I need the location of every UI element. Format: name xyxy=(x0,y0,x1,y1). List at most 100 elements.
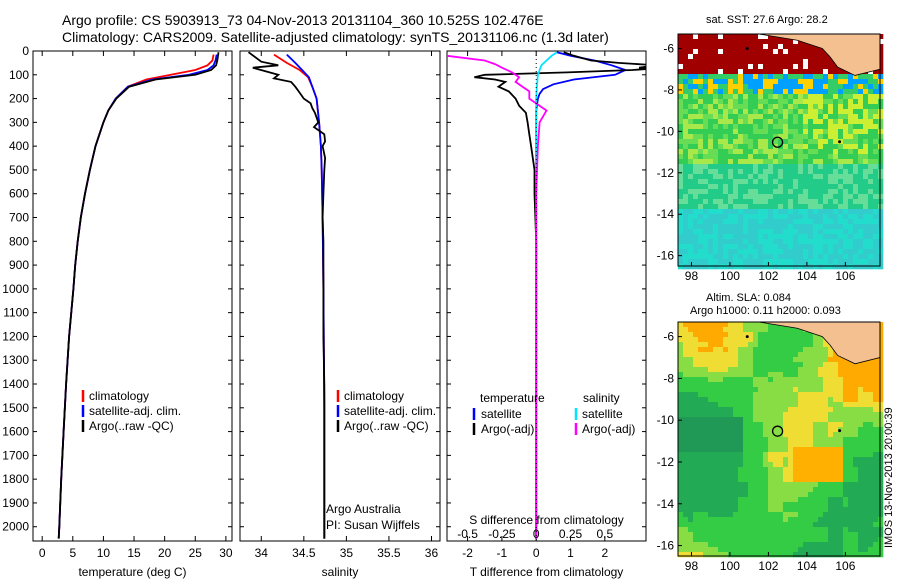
salinity-diff-tick-label: 0 xyxy=(533,527,540,541)
depth-tick-label: 800 xyxy=(9,234,29,248)
sst-map-ytick-label: -12 xyxy=(657,166,675,180)
depth-tick-label: 1700 xyxy=(2,448,29,462)
depth-tick-label: 300 xyxy=(9,115,29,129)
sst-map-xtick-label: 104 xyxy=(797,269,817,283)
legend-entry: Argo(-adj) xyxy=(582,422,635,436)
legend-entry: satellite xyxy=(582,407,623,421)
salinity-xtick-label: 35 xyxy=(340,546,354,560)
salinity-axes-frame xyxy=(239,50,441,542)
series-argo-raw-qc- xyxy=(247,51,327,539)
depth-tick-label: 1600 xyxy=(2,425,29,439)
sst-map-frame xyxy=(677,33,881,267)
temperature-xtick-label: 30 xyxy=(219,546,233,560)
sla-map-xtick-label: 98 xyxy=(685,559,699,573)
legend-entry: climatology xyxy=(344,389,404,403)
sst-map-ytick-label: -10 xyxy=(657,124,675,138)
sla-map-ytick-label: -10 xyxy=(657,413,675,427)
legend-entry: Argo(..raw -QC) xyxy=(89,419,174,433)
depth-tick-label: 1000 xyxy=(2,282,29,296)
series-s-argo-adj- xyxy=(447,54,548,539)
temperature-xtick-label: 20 xyxy=(158,546,172,560)
temperature-xlabel: temperature (deg C) xyxy=(78,565,186,579)
difference-xtick-label: -1 xyxy=(497,546,508,560)
sst-map-ytick-label: -16 xyxy=(657,249,675,263)
sst-map-xtick-label: 100 xyxy=(720,269,740,283)
difference-xtick-label: 1 xyxy=(567,546,574,560)
salinity-xtick-label: 34.5 xyxy=(292,546,316,560)
sla-map-ytick-label: -14 xyxy=(657,497,675,511)
depth-tick-label: 1100 xyxy=(3,306,29,320)
legend-entry: satellite-adj. clim. xyxy=(344,404,436,418)
sla-map-ytick-label: -16 xyxy=(657,539,675,553)
series-t-argo-adj- xyxy=(474,51,646,539)
annotation-pi: PI: Susan Wijffels xyxy=(326,518,420,532)
depth-tick-label: 400 xyxy=(9,139,29,153)
sst-map-xtick-label: 106 xyxy=(835,269,855,283)
sla-map-ytick-label: -8 xyxy=(663,371,674,385)
depth-tick-label: 500 xyxy=(9,163,29,177)
sst-map-ytick-label: -6 xyxy=(663,42,674,56)
salinity-diff-tick-label: 0.25 xyxy=(559,527,583,541)
legend-entry: Argo(-adj) xyxy=(481,422,534,436)
salinity-diff-tick-label: 0.5 xyxy=(596,527,613,541)
sla-map-xtick-label: 102 xyxy=(758,559,778,573)
legend-salinity-title: salinity xyxy=(583,391,620,405)
depth-tick-label: 1300 xyxy=(2,353,29,367)
depth-tick-label: 700 xyxy=(9,211,29,225)
legend-entry: Argo(..raw -QC) xyxy=(344,419,429,433)
temperature-xtick-label: 10 xyxy=(97,546,111,560)
depth-tick-label: 1500 xyxy=(2,401,29,415)
depth-tick-label: 1900 xyxy=(2,496,29,510)
difference-xtick-label: -2 xyxy=(462,546,473,560)
climatology-title: Climatology: CARS2009. Satellite-adjuste… xyxy=(62,29,609,45)
sla-map-xtick-label: 104 xyxy=(797,559,817,573)
sst-map-islet xyxy=(745,47,749,50)
sst-map-xtick-label: 98 xyxy=(685,269,699,283)
temperature-axes-frame xyxy=(32,50,233,542)
sla-map-islet xyxy=(745,335,749,339)
salinity-xlabel: salinity xyxy=(322,565,359,579)
depth-tick-label: 1800 xyxy=(2,472,29,486)
salinity-diff-tick-label: -0.25 xyxy=(488,527,516,541)
sla-map-argo-marker xyxy=(771,425,784,437)
sst-map-christmas-island xyxy=(838,140,842,144)
temperature-xtick-label: 15 xyxy=(127,546,141,560)
legend-temperature-title: temperature xyxy=(480,391,545,405)
sla-map-title-1: Altim. SLA: 0.084 xyxy=(706,292,791,304)
sla-map-field xyxy=(678,322,884,558)
legend-entry: satellite-adj. clim. xyxy=(89,404,181,418)
sla-map-christmas-island xyxy=(838,429,842,433)
salinity-xtick-label: 34 xyxy=(255,546,269,560)
depth-tick-label: 1200 xyxy=(2,329,29,343)
annotation-institution: Argo Australia xyxy=(326,502,401,516)
salinity-xtick-label: 36 xyxy=(425,546,439,560)
sla-map-title-2: Argo h1000: 0.11 h2000: 0.093 xyxy=(690,305,841,317)
sla-map-xtick-label: 100 xyxy=(720,559,740,573)
difference-xtick-label: 2 xyxy=(601,546,608,560)
sst-map-field xyxy=(678,34,884,270)
depth-tick-label: 600 xyxy=(9,187,29,201)
temperature-xtick-label: 5 xyxy=(69,546,76,560)
sst-map-ytick-label: -14 xyxy=(657,207,675,221)
sla-map-ytick-label: -6 xyxy=(663,330,674,344)
sla-map-ytick-label: -12 xyxy=(657,455,675,469)
legend-entry: climatology xyxy=(89,389,149,403)
salinity-diff-xlabel: S difference from climatology xyxy=(469,513,624,527)
sst-map-title: sat. SST: 27.6 Argo: 28.2 xyxy=(706,14,828,26)
difference-axes-frame xyxy=(446,50,647,542)
depth-tick-label: 200 xyxy=(9,92,29,106)
sst-map-ytick-label: -8 xyxy=(663,83,674,97)
sst-map-argo-marker xyxy=(771,136,784,148)
profile-title: Argo profile: CS 5903913_73 04-Nov-2013 … xyxy=(62,12,544,28)
temperature-xtick-label: 25 xyxy=(189,546,203,560)
depth-tick-label: 100 xyxy=(9,68,29,82)
difference-xlabel: T difference from climatology xyxy=(470,565,624,579)
depth-tick-label: 900 xyxy=(9,258,29,272)
depth-tick-label: 2000 xyxy=(2,520,29,534)
series-argo-raw-qc- xyxy=(57,52,220,539)
salinity-xtick-label: 35.5 xyxy=(377,546,401,560)
legend-entry: satellite xyxy=(481,407,522,421)
temperature-xtick-label: 0 xyxy=(39,546,46,560)
sla-map-frame xyxy=(677,321,881,557)
